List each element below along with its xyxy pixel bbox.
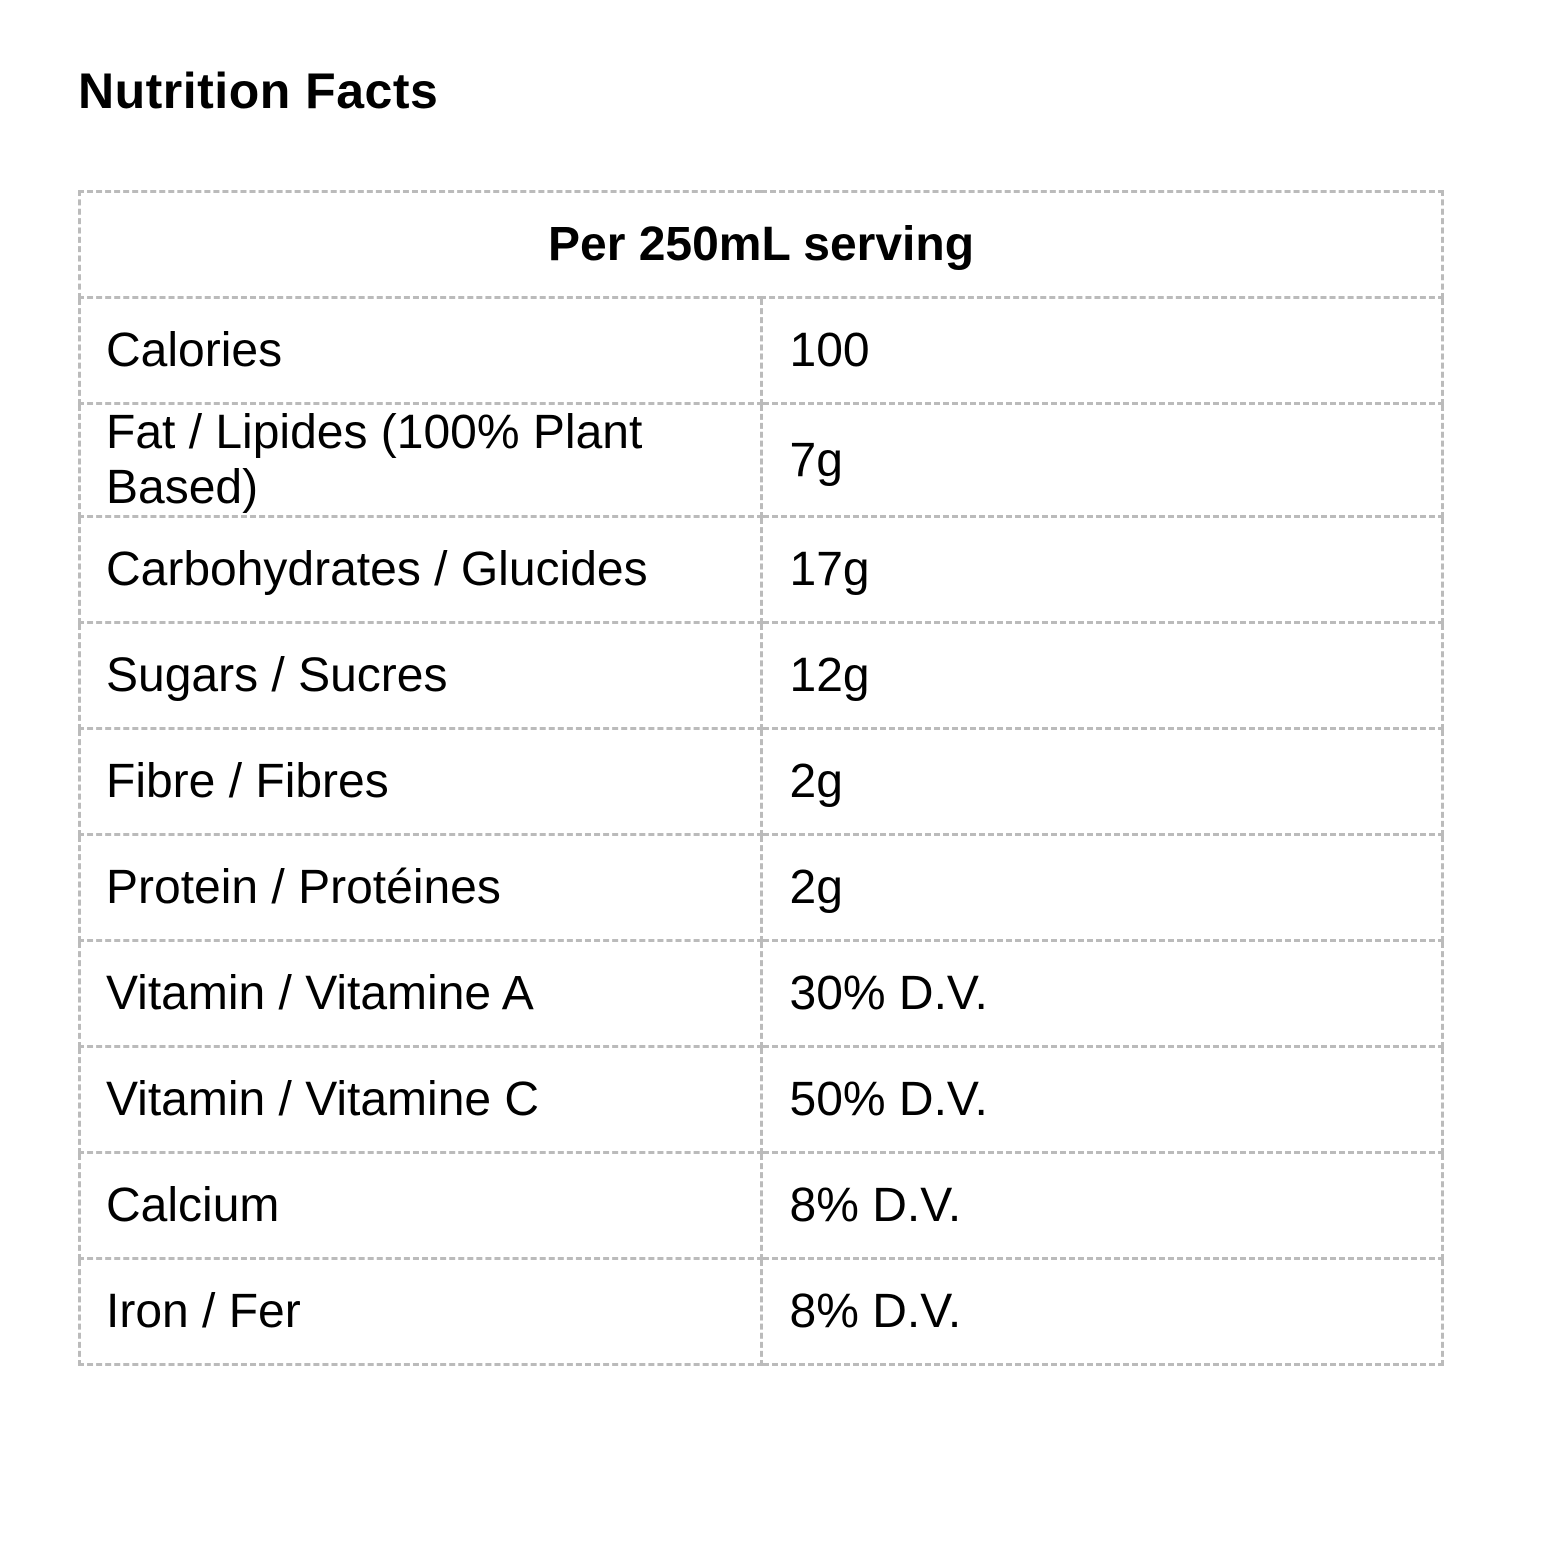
nutrient-value: 100 [759, 296, 1444, 405]
nutrient-value: 17g [759, 515, 1444, 624]
table-header-row: Per 250mL serving [78, 190, 1444, 299]
table-head: Per 250mL serving [78, 190, 1444, 299]
nutrient-value: 2g [759, 727, 1444, 836]
nutrient-value: 7g [759, 402, 1444, 518]
nutrient-label: Sugars / Sucres [78, 621, 763, 730]
table-row: Protein / Protéines 2g [78, 833, 1444, 942]
nutrient-label: Calories [78, 296, 763, 405]
nutrient-label: Calcium [78, 1151, 763, 1260]
nutrient-value: 30% D.V. [759, 939, 1444, 1048]
nutrition-facts-table: Per 250mL serving Calories 100 Fat / Lip… [78, 190, 1444, 1366]
nutrient-label: Carbohydrates / Glucides [78, 515, 763, 624]
table-row: Vitamin / Vitamine A 30% D.V. [78, 939, 1444, 1048]
nutrient-label: Vitamin / Vitamine A [78, 939, 763, 1048]
nutrient-label: Fibre / Fibres [78, 727, 763, 836]
page-title: Nutrition Facts [78, 63, 439, 119]
nutrient-value: 2g [759, 833, 1444, 942]
table-body: Calories 100 Fat / Lipides (100% Plant B… [78, 296, 1444, 1366]
table-row: Sugars / Sucres 12g [78, 621, 1444, 730]
table-row: Iron / Fer 8% D.V. [78, 1257, 1444, 1366]
nutrient-value: 8% D.V. [759, 1151, 1444, 1260]
table-row: Calcium 8% D.V. [78, 1151, 1444, 1260]
nutrient-label: Vitamin / Vitamine C [78, 1045, 763, 1154]
nutrient-value: 8% D.V. [759, 1257, 1444, 1366]
table-row: Carbohydrates / Glucides 17g [78, 515, 1444, 624]
nutrient-label: Protein / Protéines [78, 833, 763, 942]
table-row: Calories 100 [78, 296, 1444, 405]
nutrient-label: Iron / Fer [78, 1257, 763, 1366]
nutrient-label: Fat / Lipides (100% Plant Based) [78, 402, 763, 518]
serving-size-header: Per 250mL serving [78, 190, 1444, 299]
nutrient-value: 12g [759, 621, 1444, 730]
nutrient-value: 50% D.V. [759, 1045, 1444, 1154]
table-row: Fat / Lipides (100% Plant Based) 7g [78, 402, 1444, 518]
table-row: Fibre / Fibres 2g [78, 727, 1444, 836]
table-row: Vitamin / Vitamine C 50% D.V. [78, 1045, 1444, 1154]
